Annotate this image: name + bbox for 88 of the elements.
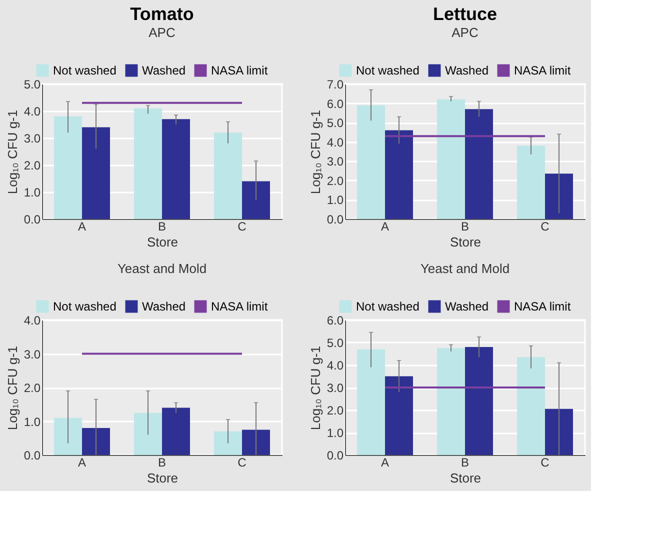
x-tick-label: B — [158, 456, 166, 470]
bar — [437, 348, 465, 455]
bar — [465, 109, 493, 219]
bar — [465, 347, 493, 455]
x-axis-title: Store — [146, 234, 178, 250]
bar — [545, 174, 573, 219]
x-tick-label: C — [238, 220, 247, 234]
chart-title: Tomato — [130, 4, 194, 24]
x-tick-label: A — [78, 220, 86, 234]
y-tick-label: 1.0 — [326, 193, 344, 208]
bar — [357, 349, 385, 455]
y-tick-label: 4.0 — [24, 314, 41, 328]
bar — [214, 431, 242, 455]
x-tick-label: C — [540, 220, 550, 234]
x-tick-label: A — [78, 456, 86, 470]
legend-label: Washed — [142, 64, 186, 78]
y-tick-label: 0.0 — [24, 212, 41, 226]
y-tick-label: 2.0 — [326, 174, 344, 188]
x-tick-label: B — [158, 220, 166, 234]
bar — [82, 127, 110, 219]
chart-subtitle: APC — [452, 25, 478, 40]
y-tick-label: 3.0 — [326, 154, 344, 169]
y-axis-title: Log₁₀ CFU g-1 — [308, 110, 323, 194]
legend-label: NASA limit — [514, 300, 572, 314]
x-tick-label: A — [380, 456, 390, 470]
y-tick-label: 1.0 — [24, 414, 41, 429]
bar — [134, 108, 162, 219]
legend-label: NASA limit — [514, 64, 572, 78]
chart-title: Lettuce — [432, 4, 498, 24]
bar — [437, 99, 465, 219]
x-tick-label: C — [238, 456, 247, 470]
y-tick-label: 7.0 — [326, 78, 344, 92]
x-tick-label: C — [540, 456, 550, 470]
text: Not washed — [356, 300, 420, 314]
bar — [242, 181, 270, 219]
y-tick-label: 3.0 — [326, 381, 344, 395]
y-tick-label: 2.0 — [24, 158, 41, 172]
y-tick-label: 5.0 — [326, 336, 344, 350]
x-axis-title: Store — [450, 234, 482, 250]
y-tick-label: 1.0 — [326, 426, 344, 440]
legend-label: Washed — [445, 300, 489, 314]
y-tick-label: 4.0 — [24, 104, 41, 118]
y-tick-label: 0.0 — [326, 212, 344, 226]
bar — [54, 116, 82, 219]
y-tick-label: 3.0 — [24, 347, 41, 362]
y-tick-label: 4.0 — [326, 135, 344, 150]
x-axis-title: Store — [146, 470, 178, 486]
legend-label: Washed — [445, 64, 489, 78]
legend-label: Not washed — [53, 300, 116, 314]
bar — [517, 357, 545, 455]
y-axis-title: Log₁₀ CFU g-1 — [308, 346, 323, 430]
bar — [162, 119, 190, 219]
y-tick-label: 2.0 — [24, 381, 41, 395]
legend-label: NASA limit — [211, 64, 268, 78]
text: Not washed — [356, 64, 420, 78]
chart-title: Yeast and Mold — [420, 261, 510, 276]
bar — [357, 105, 385, 219]
y-tick-label: 5.0 — [24, 78, 41, 92]
bar — [242, 430, 270, 455]
chart-subtitle: APC — [148, 25, 176, 40]
bar — [214, 132, 242, 219]
y-tick-label: 1.0 — [24, 186, 41, 200]
y-tick-label: 4.0 — [326, 358, 344, 372]
y-tick-label: 5.0 — [326, 116, 344, 130]
y-tick-label: 6.0 — [326, 96, 344, 111]
bar — [517, 146, 545, 219]
bar — [545, 408, 573, 455]
legend-label: NASA limit — [211, 300, 268, 314]
x-axis-title: Store — [450, 470, 482, 486]
bar — [385, 130, 413, 219]
bar — [385, 376, 413, 455]
x-tick-label: A — [380, 220, 390, 234]
bar — [162, 408, 190, 455]
y-tick-label: 2.0 — [326, 404, 344, 418]
y-tick-label: 0.0 — [24, 448, 41, 462]
legend-label: Washed — [142, 300, 186, 314]
chart-title: Yeast and Mold — [117, 261, 207, 276]
x-tick-label: B — [460, 220, 470, 234]
bar — [82, 428, 110, 455]
y-axis-title: Log₁₀ CFU g-1 — [4, 346, 20, 430]
x-tick-label: B — [460, 456, 470, 470]
bar — [54, 418, 82, 455]
y-tick-label: 0.0 — [326, 448, 344, 462]
legend-label: Not washed — [53, 64, 116, 78]
y-tick-label: 3.0 — [24, 132, 41, 146]
bar — [134, 412, 162, 455]
y-tick-label: 6.0 — [326, 314, 344, 328]
y-axis-title: Log₁₀ CFU g-1 — [4, 110, 20, 194]
